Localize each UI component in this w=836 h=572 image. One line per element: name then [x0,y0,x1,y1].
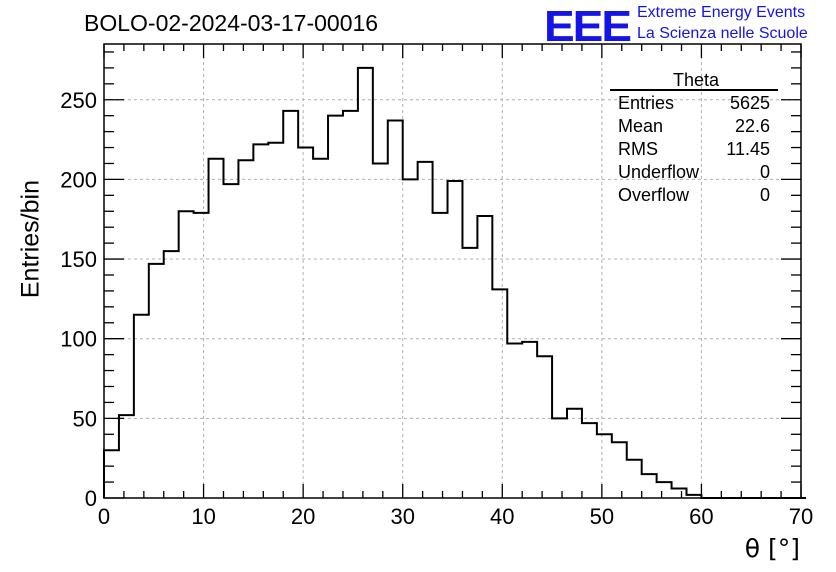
histogram-bin [149,264,164,498]
histogram-bin [223,184,238,498]
histogram-bin [373,163,388,498]
stats-value: 5625 [729,93,770,113]
histogram-bin [433,213,448,498]
histogram-bin [642,474,657,498]
stats-label: Mean [618,116,664,136]
histogram-bin [253,144,268,498]
histogram-bin [582,423,597,498]
histogram-bin [283,111,298,498]
histogram-bin [104,450,119,498]
histogram-outline [103,66,806,499]
x-tick-label: 70 [789,504,813,529]
histogram-bin [134,315,149,498]
stats-value: 11.45 [726,139,770,159]
tick-labels: 0 10 20 30 40 50 60 70 0 50 100 150 200 250 [60,88,813,529]
histogram-bin [209,159,224,498]
y-axis-label: Entries/bin [17,180,45,298]
x-tick-label: 40 [490,504,514,529]
histogram-bin [418,162,433,498]
y-tick-label: 0 [85,486,97,511]
histogram-bin [388,120,403,498]
stats-label: Entries [618,93,675,113]
x-tick-label: 20 [291,504,315,529]
axis-ticks [103,44,802,499]
logo-caption-line2: La Scienza nelle Scuole [637,25,808,42]
stats-label: RMS [618,139,658,159]
y-tick-label: 100 [60,327,97,352]
histogram-bin [328,116,343,498]
histogram-bin [612,442,627,498]
histogram-bin [657,482,672,498]
y-tick-label: 200 [60,167,97,192]
histogram-bars [103,66,806,499]
stats-label: Overflow [618,185,690,205]
histogram-bin [597,434,612,498]
histogram-bin [238,160,253,498]
y-tick-label: 50 [73,406,97,431]
stats-value: 22.6 [734,116,770,136]
eee-logo: EEE [544,0,632,51]
x-tick-label: 30 [390,504,414,529]
stats-row-mean: Mean 22.6 [618,116,770,138]
stats-row-entries: Entries 5625 [618,93,770,115]
x-tick-label: 10 [191,504,215,529]
x-tick-label: 0 [98,504,110,529]
histogram-bin [179,211,194,498]
histogram-bin [672,488,687,498]
x-tick-label: 50 [590,504,614,529]
stats-value: 0 [759,162,770,182]
x-tick-label: 60 [689,504,713,529]
histogram-bin [627,460,642,498]
histogram-bin [507,343,522,498]
logo-caption-line1: Extreme Energy Events [637,4,806,21]
histogram-bin [313,159,328,498]
stats-row-rms: RMS 11.45 [618,139,770,161]
chart-title: BOLO-02-2024-03-17-00016 [84,10,379,36]
histogram-bin [119,415,134,498]
histogram-bin [537,356,552,498]
stats-value: 0 [759,185,770,205]
histogram-bin [268,143,283,498]
stats-row-overflow: Overflow 0 [618,185,770,207]
histogram-bin [358,68,373,498]
stats-row-underflow: Underflow 0 [618,162,770,184]
histogram-bin [522,342,537,498]
histogram-bin [567,409,582,498]
stats-label: Underflow [618,162,700,182]
stats-title: Theta [672,70,720,90]
histogram-bin [164,251,179,498]
histogram-bin [298,148,313,498]
histogram-bin [552,418,567,498]
y-tick-label: 150 [60,247,97,272]
grid-lines [104,44,801,498]
stats-divider [610,89,778,91]
histogram-bin [492,289,507,498]
histogram-bin [194,213,209,498]
histogram-bin [448,181,463,498]
histogram-bin [477,216,492,498]
x-axis-label: θ [°] [745,534,800,563]
histogram-bin [462,248,477,498]
plot-frame [103,43,802,499]
y-tick-label: 250 [60,88,97,113]
histogram-bin [343,111,358,498]
